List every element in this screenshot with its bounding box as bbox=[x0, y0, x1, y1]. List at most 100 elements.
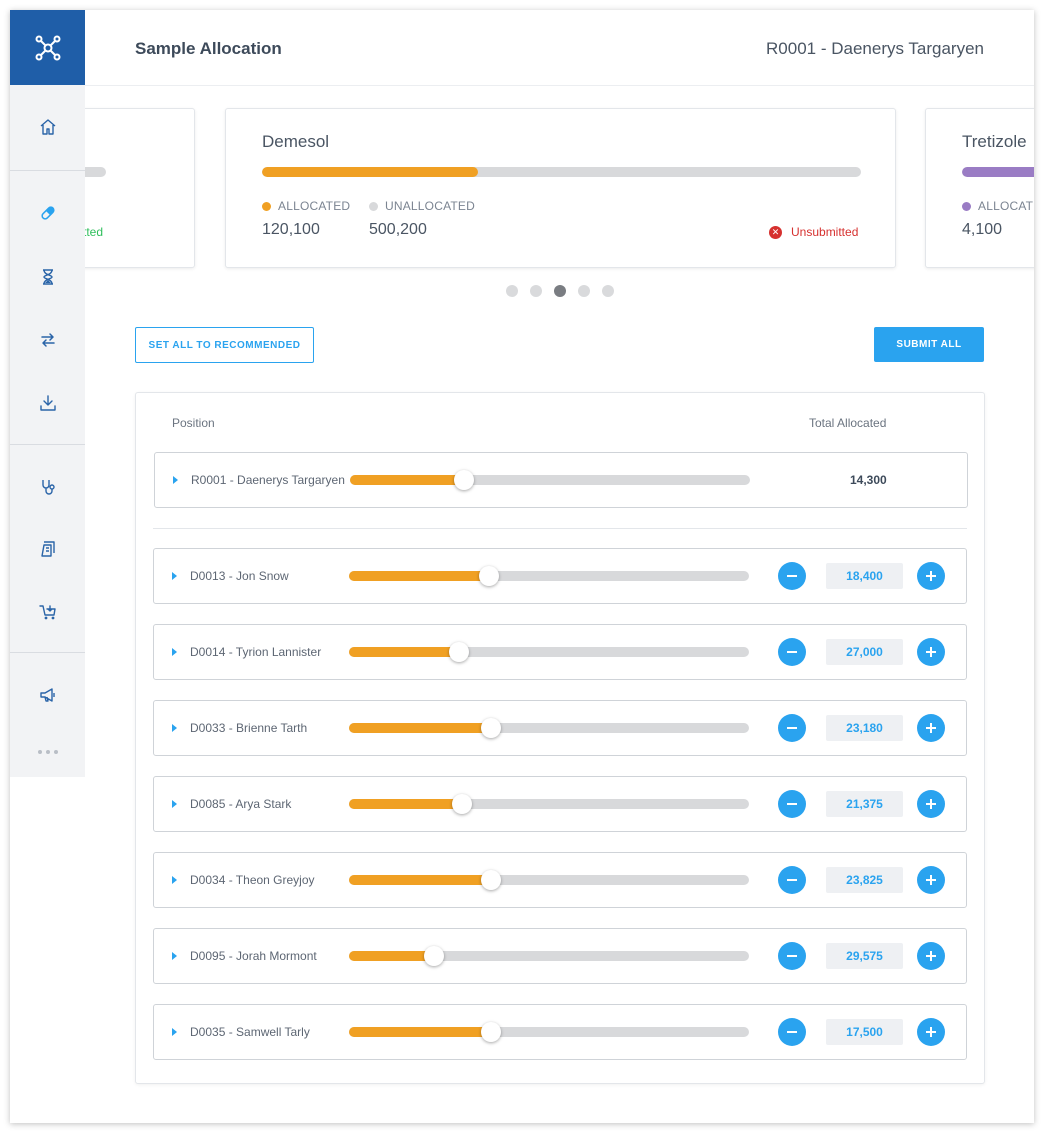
table-row: D0035 - Samwell Tarly bbox=[153, 1004, 967, 1060]
increment-button[interactable] bbox=[917, 866, 945, 894]
sidebar-item-reports[interactable] bbox=[10, 527, 85, 571]
allocation-slider[interactable] bbox=[349, 642, 749, 662]
increment-button[interactable] bbox=[917, 942, 945, 970]
card-title: Tretizole bbox=[962, 132, 1027, 151]
plus-icon-vertical bbox=[930, 875, 932, 885]
sidebar-item-downloads[interactable] bbox=[10, 381, 85, 425]
table-row: D0095 - Jorah Mormont bbox=[153, 928, 967, 984]
quantity-input[interactable] bbox=[826, 715, 903, 741]
stethoscope-icon bbox=[41, 480, 55, 495]
plus-icon-vertical bbox=[930, 1027, 932, 1037]
plus-icon-vertical bbox=[930, 571, 932, 581]
legend-allocated: ALLOCATED bbox=[262, 199, 350, 213]
sidebar-item-announcements[interactable] bbox=[10, 673, 85, 717]
carousel-dot-1[interactable] bbox=[506, 285, 518, 297]
network-logo-icon bbox=[35, 35, 60, 60]
slider-thumb[interactable] bbox=[481, 718, 501, 738]
row-label: D0085 - Arya Stark bbox=[190, 797, 292, 811]
column-header-position: Position bbox=[172, 416, 215, 430]
slider-fill bbox=[349, 1027, 491, 1037]
decrement-button[interactable] bbox=[778, 638, 806, 666]
allocated-value: 120,100 bbox=[262, 221, 320, 238]
decrement-button[interactable] bbox=[778, 866, 806, 894]
expand-caret-icon[interactable] bbox=[173, 476, 178, 484]
plus-icon-vertical bbox=[930, 951, 932, 961]
quantity-input[interactable] bbox=[826, 943, 903, 969]
error-icon: ✕ bbox=[769, 225, 782, 239]
minus-icon bbox=[787, 803, 797, 805]
parent-row: R0001 - Daenerys Targaryen 14,300 bbox=[154, 452, 968, 508]
set-all-recommended-button[interactable]: SET ALL TO RECOMMENDED bbox=[135, 327, 314, 363]
more-icon[interactable] bbox=[10, 740, 85, 764]
expand-caret-icon[interactable] bbox=[172, 572, 177, 580]
allocation-slider[interactable] bbox=[349, 794, 749, 814]
carousel-dot-2[interactable] bbox=[530, 285, 542, 297]
slider-thumb[interactable] bbox=[454, 470, 474, 490]
decrement-button[interactable] bbox=[778, 562, 806, 590]
header-user[interactable]: R0001 - Daenerys Targaryen bbox=[766, 39, 984, 58]
expand-caret-icon[interactable] bbox=[172, 1028, 177, 1036]
quantity-input[interactable] bbox=[826, 563, 903, 589]
slider-fill bbox=[349, 723, 491, 733]
allocated-dot-icon bbox=[962, 201, 971, 211]
legend-unallocated: UNALLOCATED bbox=[369, 199, 475, 213]
minus-icon bbox=[787, 575, 797, 577]
slider-fill bbox=[349, 875, 491, 885]
table-row: D0033 - Brienne Tarth bbox=[153, 700, 967, 756]
increment-button[interactable] bbox=[917, 790, 945, 818]
carousel-dot-5[interactable] bbox=[602, 285, 614, 297]
hourglass-icon bbox=[42, 269, 53, 285]
allocation-slider[interactable] bbox=[349, 566, 749, 586]
expand-caret-icon[interactable] bbox=[172, 876, 177, 884]
decrement-button[interactable] bbox=[778, 942, 806, 970]
plus-icon-vertical bbox=[930, 647, 932, 657]
plus-icon-vertical bbox=[930, 723, 932, 733]
row-label: D0034 - Theon Greyjoy bbox=[190, 873, 315, 887]
increment-button[interactable] bbox=[917, 1018, 945, 1046]
card-status: ✕ Unsubmitted bbox=[769, 225, 858, 239]
slider-thumb[interactable] bbox=[481, 1022, 501, 1042]
allocation-slider[interactable] bbox=[349, 1022, 749, 1042]
increment-button[interactable] bbox=[917, 638, 945, 666]
increment-button[interactable] bbox=[917, 714, 945, 742]
logo[interactable] bbox=[10, 10, 85, 85]
quantity-input[interactable] bbox=[826, 1019, 903, 1045]
allocation-slider[interactable] bbox=[349, 718, 749, 738]
slider-thumb[interactable] bbox=[479, 566, 499, 586]
divider bbox=[153, 528, 967, 529]
expand-caret-icon[interactable] bbox=[172, 952, 177, 960]
table-row: D0085 - Arya Stark bbox=[153, 776, 967, 832]
decrement-button[interactable] bbox=[778, 790, 806, 818]
sidebar-item-home[interactable] bbox=[10, 105, 85, 149]
sidebar-item-transfers[interactable] bbox=[10, 318, 85, 362]
expand-caret-icon[interactable] bbox=[172, 724, 177, 732]
product-card-demesol[interactable]: Demesol ALLOCATED UNALLOCATED 120,100 50… bbox=[225, 108, 896, 268]
slider-thumb[interactable] bbox=[481, 870, 501, 890]
sidebar-item-samples[interactable] bbox=[10, 191, 85, 235]
sidebar-item-orders[interactable] bbox=[10, 590, 85, 634]
quantity-input[interactable] bbox=[826, 867, 903, 893]
slider-thumb[interactable] bbox=[449, 642, 469, 662]
row-label: D0095 - Jorah Mormont bbox=[190, 949, 317, 963]
slider-thumb[interactable] bbox=[423, 946, 444, 966]
allocation-slider[interactable] bbox=[349, 946, 749, 966]
quantity-input[interactable] bbox=[826, 639, 903, 665]
quantity-input[interactable] bbox=[826, 791, 903, 817]
expand-caret-icon[interactable] bbox=[172, 648, 177, 656]
decrement-button[interactable] bbox=[778, 714, 806, 742]
increment-button[interactable] bbox=[917, 562, 945, 590]
decrement-button[interactable] bbox=[778, 1018, 806, 1046]
slider-thumb[interactable] bbox=[451, 794, 472, 814]
card-progress-fill bbox=[962, 167, 1034, 177]
sidebar-item-history[interactable] bbox=[10, 255, 85, 299]
expand-caret-icon[interactable] bbox=[172, 800, 177, 808]
carousel-dot-4[interactable] bbox=[578, 285, 590, 297]
allocation-slider[interactable] bbox=[350, 470, 750, 490]
submit-all-button[interactable]: SUBMIT ALL bbox=[874, 327, 984, 362]
product-card-tretizole[interactable]: Tretizole ALLOCATED 4,100 bbox=[925, 108, 1034, 268]
app-window: Sample Allocation R0001 - Daenerys Targa… bbox=[10, 10, 1034, 1123]
allocation-slider[interactable] bbox=[349, 870, 749, 890]
sidebar-item-doctors[interactable] bbox=[10, 465, 85, 509]
swap-icon bbox=[40, 333, 55, 347]
carousel-dot-3[interactable] bbox=[554, 285, 566, 297]
